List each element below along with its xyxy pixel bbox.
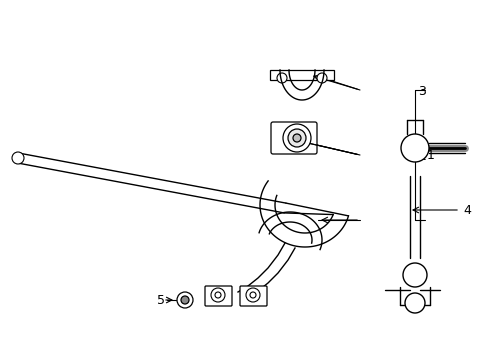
Circle shape <box>292 134 301 142</box>
Circle shape <box>404 293 424 313</box>
FancyBboxPatch shape <box>240 286 266 306</box>
Circle shape <box>402 263 426 287</box>
Circle shape <box>181 296 189 304</box>
FancyBboxPatch shape <box>204 286 231 306</box>
Circle shape <box>400 134 428 162</box>
Circle shape <box>283 124 310 152</box>
Circle shape <box>316 73 326 83</box>
Circle shape <box>245 288 260 302</box>
Circle shape <box>177 292 193 308</box>
Text: 2: 2 <box>417 150 425 163</box>
Circle shape <box>210 288 224 302</box>
Text: 5: 5 <box>157 293 164 306</box>
Circle shape <box>12 152 24 164</box>
FancyBboxPatch shape <box>270 122 316 154</box>
Text: 4: 4 <box>462 203 470 216</box>
Circle shape <box>276 73 286 83</box>
Text: 3: 3 <box>417 85 425 98</box>
Circle shape <box>287 129 305 147</box>
Circle shape <box>249 292 256 298</box>
FancyBboxPatch shape <box>269 70 333 80</box>
Text: 1: 1 <box>426 149 434 162</box>
Circle shape <box>215 292 221 298</box>
